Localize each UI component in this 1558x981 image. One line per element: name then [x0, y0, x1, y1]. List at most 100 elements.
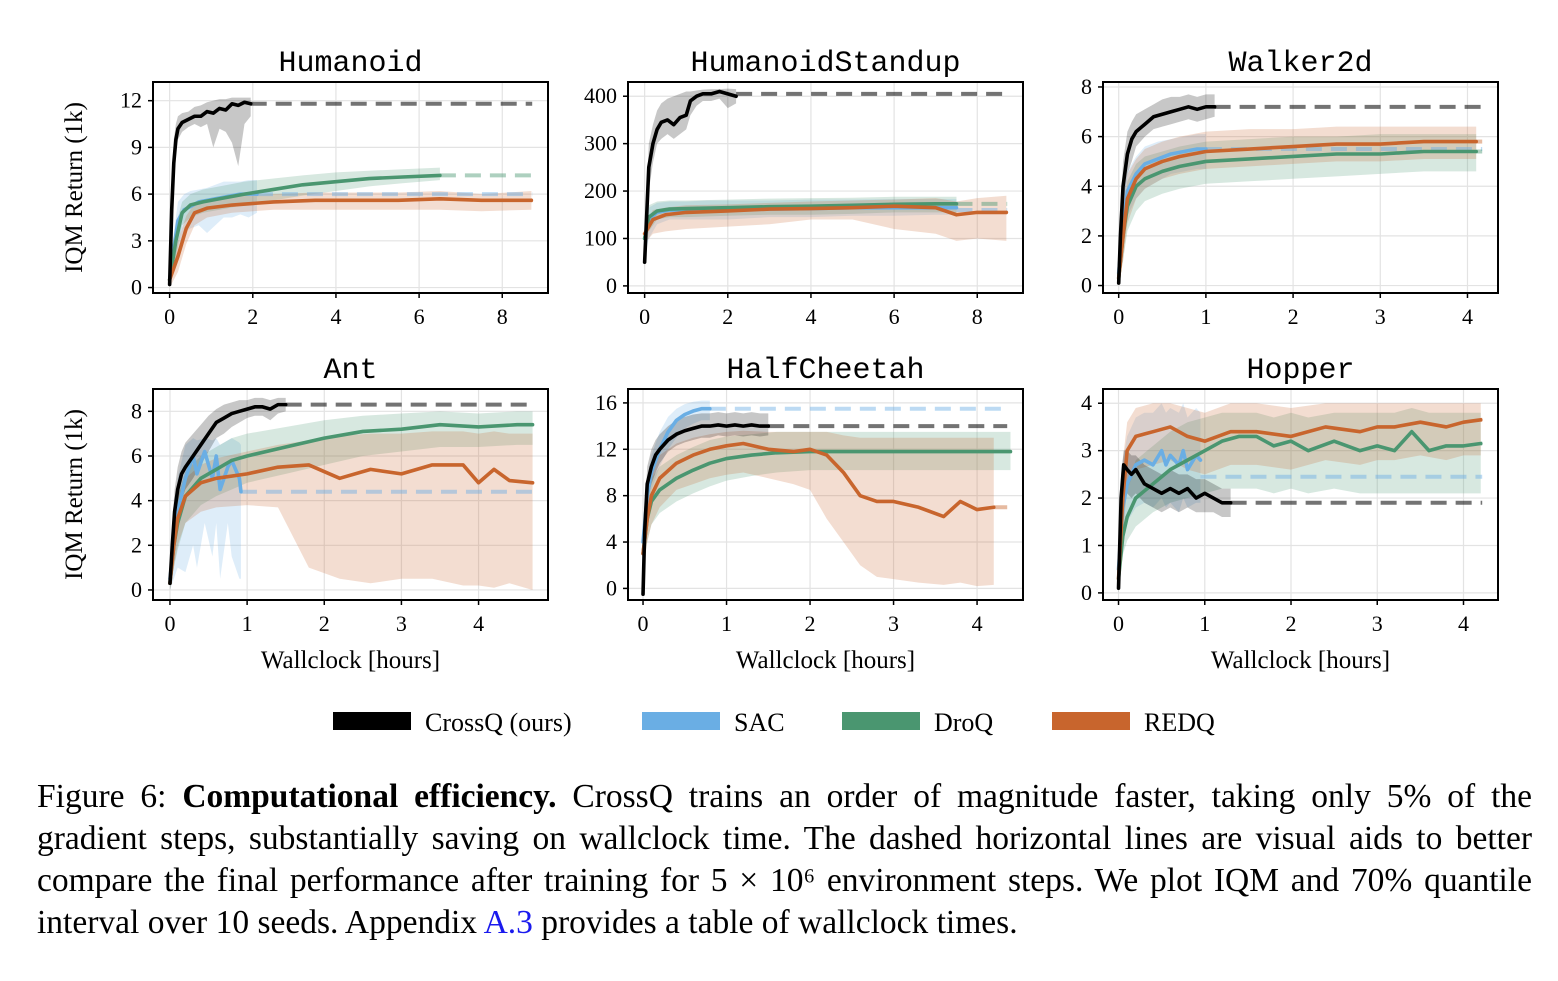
axes-frame: [152, 81, 549, 294]
y-tick-label: 0: [131, 577, 142, 602]
y-tick-label: 0: [1081, 273, 1092, 298]
y-tick-label: 0: [606, 575, 617, 600]
x-tick-label: 1: [242, 611, 253, 636]
subplot-title: Ant: [323, 354, 377, 388]
x-tick-label: 4: [1458, 611, 1469, 636]
band-sac: [1118, 403, 1201, 593]
x-tick-label: 4: [1462, 304, 1473, 329]
caption-body: CrossQ trains an order of magnitude fast…: [37, 778, 1533, 941]
series-line-sac: [641, 406, 712, 544]
series-line-redq: [641, 441, 996, 556]
y-tick-label: 3: [1081, 438, 1092, 463]
y-tick-label: 8: [131, 398, 142, 423]
y-tick-label: 0: [1081, 580, 1092, 605]
subplot-hopper: 0 1 2 3 4 0 1 2 3 4 Hopper Wallclock [hours]: [1081, 354, 1499, 674]
x-tick-label: 2: [1288, 304, 1299, 329]
y-tick-label: 1: [1081, 532, 1092, 557]
x-tick-label: 2: [247, 304, 258, 329]
y-tick-label: 6: [131, 181, 142, 206]
caption-prefix: Figure 6:: [37, 778, 183, 815]
caption-suffix: provides a table of wallclock times.: [532, 904, 1018, 941]
band-crossq-ours: [169, 97, 251, 288]
subplot-title: Walker2d: [1228, 47, 1372, 81]
band-droq: [169, 411, 533, 590]
legend-swatch-droq: [842, 712, 920, 730]
axes-frame: [152, 388, 549, 601]
band-droq: [643, 431, 1011, 572]
series-line-crossq-ours: [167, 100, 253, 287]
subplot-walker2d: 0 1 2 3 4 0 2 4 6 8 Walker2d: [1081, 47, 1499, 329]
x-tick-label: 0: [164, 304, 175, 329]
band-droq: [1118, 134, 1477, 286]
x-tick-label: 2: [805, 611, 816, 636]
x-tick-label: 2: [1286, 611, 1297, 636]
subplot-ant: 0 1 2 3 4 0 2 4 6 8 Ant Wallclock [hours] IQM Return…: [61, 354, 549, 674]
x-tick-label: 0: [164, 611, 175, 636]
y-tick-label: 2: [1081, 223, 1092, 248]
x-tick-label: 4: [473, 611, 484, 636]
x-tick-label: 4: [805, 304, 816, 329]
y-tick-label: 400: [584, 83, 617, 108]
series-line-crossq-ours: [1116, 463, 1233, 590]
subplot-title: HalfCheetah: [726, 354, 924, 388]
subplot-title: Humanoid: [278, 47, 422, 81]
band-redq: [1118, 126, 1477, 286]
band-sac: [644, 199, 957, 258]
appendix-link[interactable]: A.3: [483, 904, 533, 941]
x-tick-label: 2: [722, 304, 733, 329]
y-tick-label: 100: [584, 225, 617, 250]
x-tick-label: 1: [1200, 304, 1211, 329]
x-tick-label: 3: [396, 611, 407, 636]
y-tick-label: 4: [1081, 390, 1092, 415]
plot-area: [168, 397, 535, 590]
y-tick-label: 12: [120, 88, 142, 113]
band-crossq-ours: [643, 412, 769, 595]
y-tick-label: 4: [1081, 173, 1092, 198]
y-axis-label: IQM Return (1k): [61, 102, 88, 273]
band-crossq-ours: [1118, 94, 1215, 286]
x-axis-label: Wallclock [hours]: [736, 647, 915, 674]
x-tick-label: 0: [1113, 611, 1124, 636]
y-tick-label: 2: [131, 532, 142, 557]
series-line-crossq-ours: [168, 402, 288, 586]
x-tick-label: 0: [1113, 304, 1124, 329]
y-tick-label: 6: [131, 443, 142, 468]
series-line-redq: [1116, 418, 1483, 581]
y-tick-label: 8: [1081, 74, 1092, 99]
series-line-redq: [1116, 139, 1479, 280]
y-tick-label: 8: [606, 483, 617, 508]
legend-label-droq: DroQ: [934, 708, 993, 737]
axes-frame: [1102, 81, 1499, 294]
y-tick-label: 200: [584, 178, 617, 203]
y-tick-label: 4: [131, 488, 142, 513]
plot-area: [1116, 403, 1483, 593]
x-tick-label: 1: [1199, 611, 1210, 636]
x-tick-label: 3: [888, 611, 899, 636]
y-tick-label: 3: [131, 228, 142, 253]
y-tick-label: 0: [606, 273, 617, 298]
x-tick-label: 2: [319, 611, 330, 636]
plot-area: [1116, 94, 1483, 286]
plot-area: [641, 400, 1013, 597]
plot-area: [167, 97, 534, 288]
band-droq: [1118, 407, 1481, 593]
series-line-crossq-ours: [1116, 105, 1217, 285]
series-line-droq: [167, 173, 442, 282]
series-line-redq: [167, 196, 534, 282]
x-tick-label: 4: [330, 304, 341, 329]
legend-swatch-sac: [642, 712, 720, 730]
x-axis-label: Wallclock [hours]: [261, 647, 440, 674]
legend-label-crossq: CrossQ (ours): [425, 708, 572, 737]
x-tick-label: 4: [972, 611, 983, 636]
x-tick-label: 6: [414, 304, 425, 329]
figure-caption: Figure 6: Computational efficiency. Cros…: [37, 776, 1532, 944]
subplot-title: Hopper: [1246, 354, 1354, 388]
series-line-droq: [1116, 429, 1483, 581]
subplot-humanoidstandup: 0 2 4 6 8 0 100 200 300 400 HumanoidStandup: [584, 47, 1024, 329]
y-axis-label: IQM Return (1k): [61, 409, 88, 580]
y-tick-label: 0: [131, 275, 142, 300]
x-tick-label: 1: [721, 611, 732, 636]
series-line-redq: [642, 204, 1009, 236]
